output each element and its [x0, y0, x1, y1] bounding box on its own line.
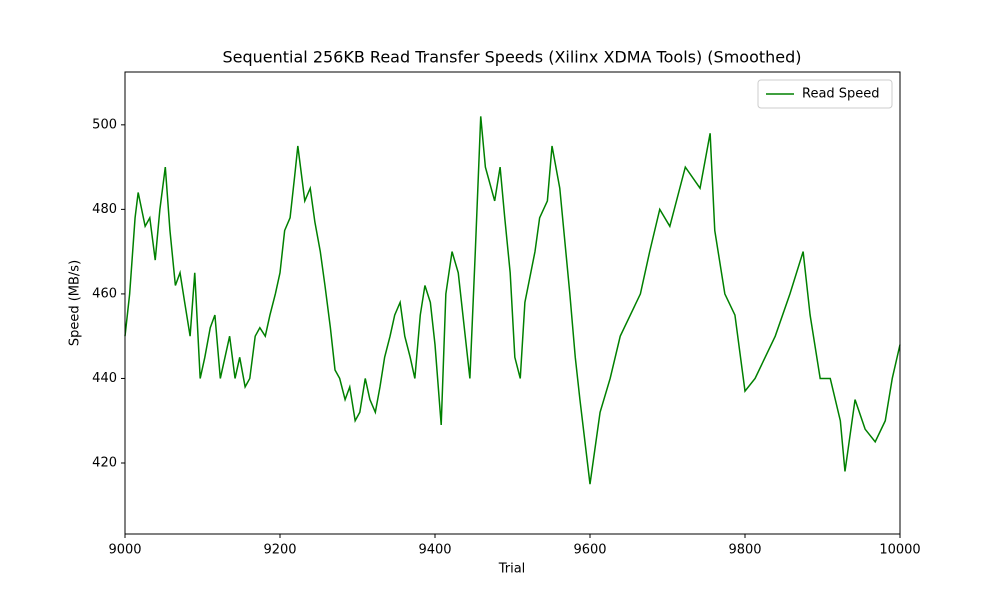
chart-title: Sequential 256KB Read Transfer Speeds (X…	[222, 48, 801, 67]
x-tick-label: 9600	[573, 543, 606, 558]
x-tick-label: 9400	[418, 543, 451, 558]
plot-frame	[124, 71, 901, 535]
legend-label: Read Speed	[802, 87, 880, 102]
x-tick-label: 9000	[108, 543, 141, 558]
x-axis-label: Trial	[498, 562, 526, 577]
x-tick-label: 10000	[879, 543, 920, 558]
data-line	[124, 116, 901, 485]
y-tick-label: 500	[92, 117, 117, 132]
y-axis-label: Speed (MB/s)	[68, 260, 83, 346]
y-tick-label: 440	[92, 371, 117, 386]
x-tick-label: 9200	[263, 543, 296, 558]
y-tick-label: 460	[92, 286, 117, 301]
x-tick-label: 9800	[728, 543, 761, 558]
y-tick-label: 420	[92, 455, 117, 470]
legend-box	[757, 79, 893, 109]
y-tick-label: 480	[92, 202, 117, 217]
